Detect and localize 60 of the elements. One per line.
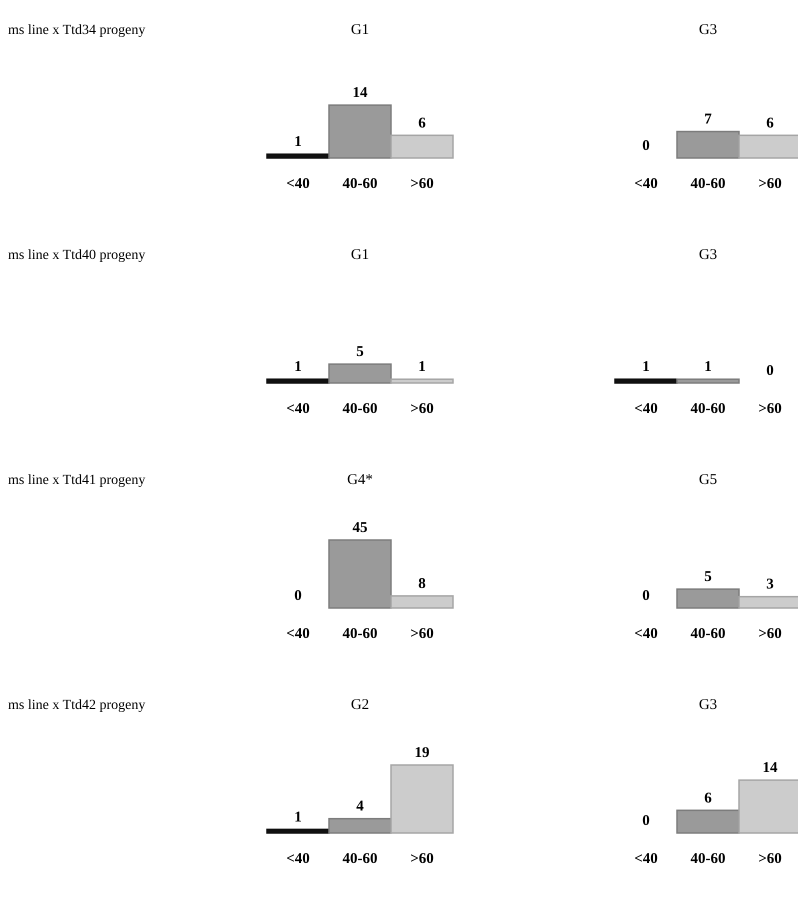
chart-title: G5	[698, 472, 718, 488]
x-tick-label: 40-60	[342, 176, 378, 192]
data-label: 8	[418, 576, 426, 592]
x-tick-label: >60	[410, 851, 434, 867]
x-tick-label: >60	[410, 176, 434, 192]
x-tick-label: 40-60	[342, 626, 378, 642]
data-label: 0	[766, 363, 774, 379]
x-tick-label: 40-60	[690, 176, 726, 192]
data-label: 0	[294, 588, 302, 604]
chart-title: G4*	[347, 472, 373, 488]
x-tick-label: <40	[286, 626, 310, 642]
data-label: 14	[352, 85, 368, 102]
text: ms line x Ttd41 progeny	[8, 473, 146, 488]
data-label: 6	[704, 790, 712, 806]
data-label: 1	[294, 809, 302, 826]
x-tick-label: <40	[634, 176, 658, 192]
x-tick-label: >60	[410, 626, 434, 642]
data-label: 0	[642, 813, 650, 829]
x-tick-label: >60	[758, 851, 782, 867]
data-label: 0	[642, 588, 650, 604]
data-label: 5	[704, 569, 712, 586]
chart-title: G3	[698, 697, 718, 713]
x-tick-label: <40	[286, 401, 310, 417]
data-label: 6	[766, 115, 774, 132]
x-tick-label: <40	[634, 626, 658, 642]
x-tick-label: >60	[758, 401, 782, 417]
x-tick-label: 40-60	[342, 851, 378, 867]
x-tick-label: 40-60	[342, 401, 378, 417]
x-tick-label: <40	[286, 176, 310, 192]
data-label: 45	[352, 520, 368, 536]
chart-title: G3	[698, 247, 718, 263]
chart-title: G1	[350, 247, 370, 263]
text: ms line x Ttd40 progeny	[8, 248, 146, 263]
data-label: 3	[766, 576, 774, 593]
data-label: 6	[418, 115, 426, 132]
x-tick-label: <40	[634, 401, 658, 417]
data-label: 1	[642, 359, 650, 376]
x-tick-label: 40-60	[690, 401, 726, 417]
data-label: 1	[294, 134, 302, 150]
data-label: 19	[414, 745, 430, 761]
chart-title: G2	[350, 697, 370, 713]
x-tick-label: 40-60	[690, 851, 726, 867]
chart-title: G1	[350, 22, 370, 38]
data-label: 14	[762, 760, 778, 776]
text: ms line x Ttd42 progeny	[8, 698, 146, 713]
chart-title: G3	[698, 22, 718, 38]
x-tick-label: >60	[758, 626, 782, 642]
data-label: 5	[356, 344, 364, 360]
x-tick-label: <40	[286, 851, 310, 867]
data-label: 1	[418, 359, 426, 376]
x-tick-label: 40-60	[690, 626, 726, 642]
data-label: 1	[704, 359, 712, 376]
x-tick-label: >60	[410, 401, 434, 417]
x-tick-label: <40	[634, 851, 658, 867]
text: ms line x Ttd34 progeny	[8, 23, 146, 38]
x-tick-label: >60	[758, 176, 782, 192]
data-label: 7	[704, 112, 712, 128]
data-label: 1	[294, 359, 302, 376]
data-label: 0	[642, 138, 650, 154]
data-label: 4	[356, 798, 364, 815]
